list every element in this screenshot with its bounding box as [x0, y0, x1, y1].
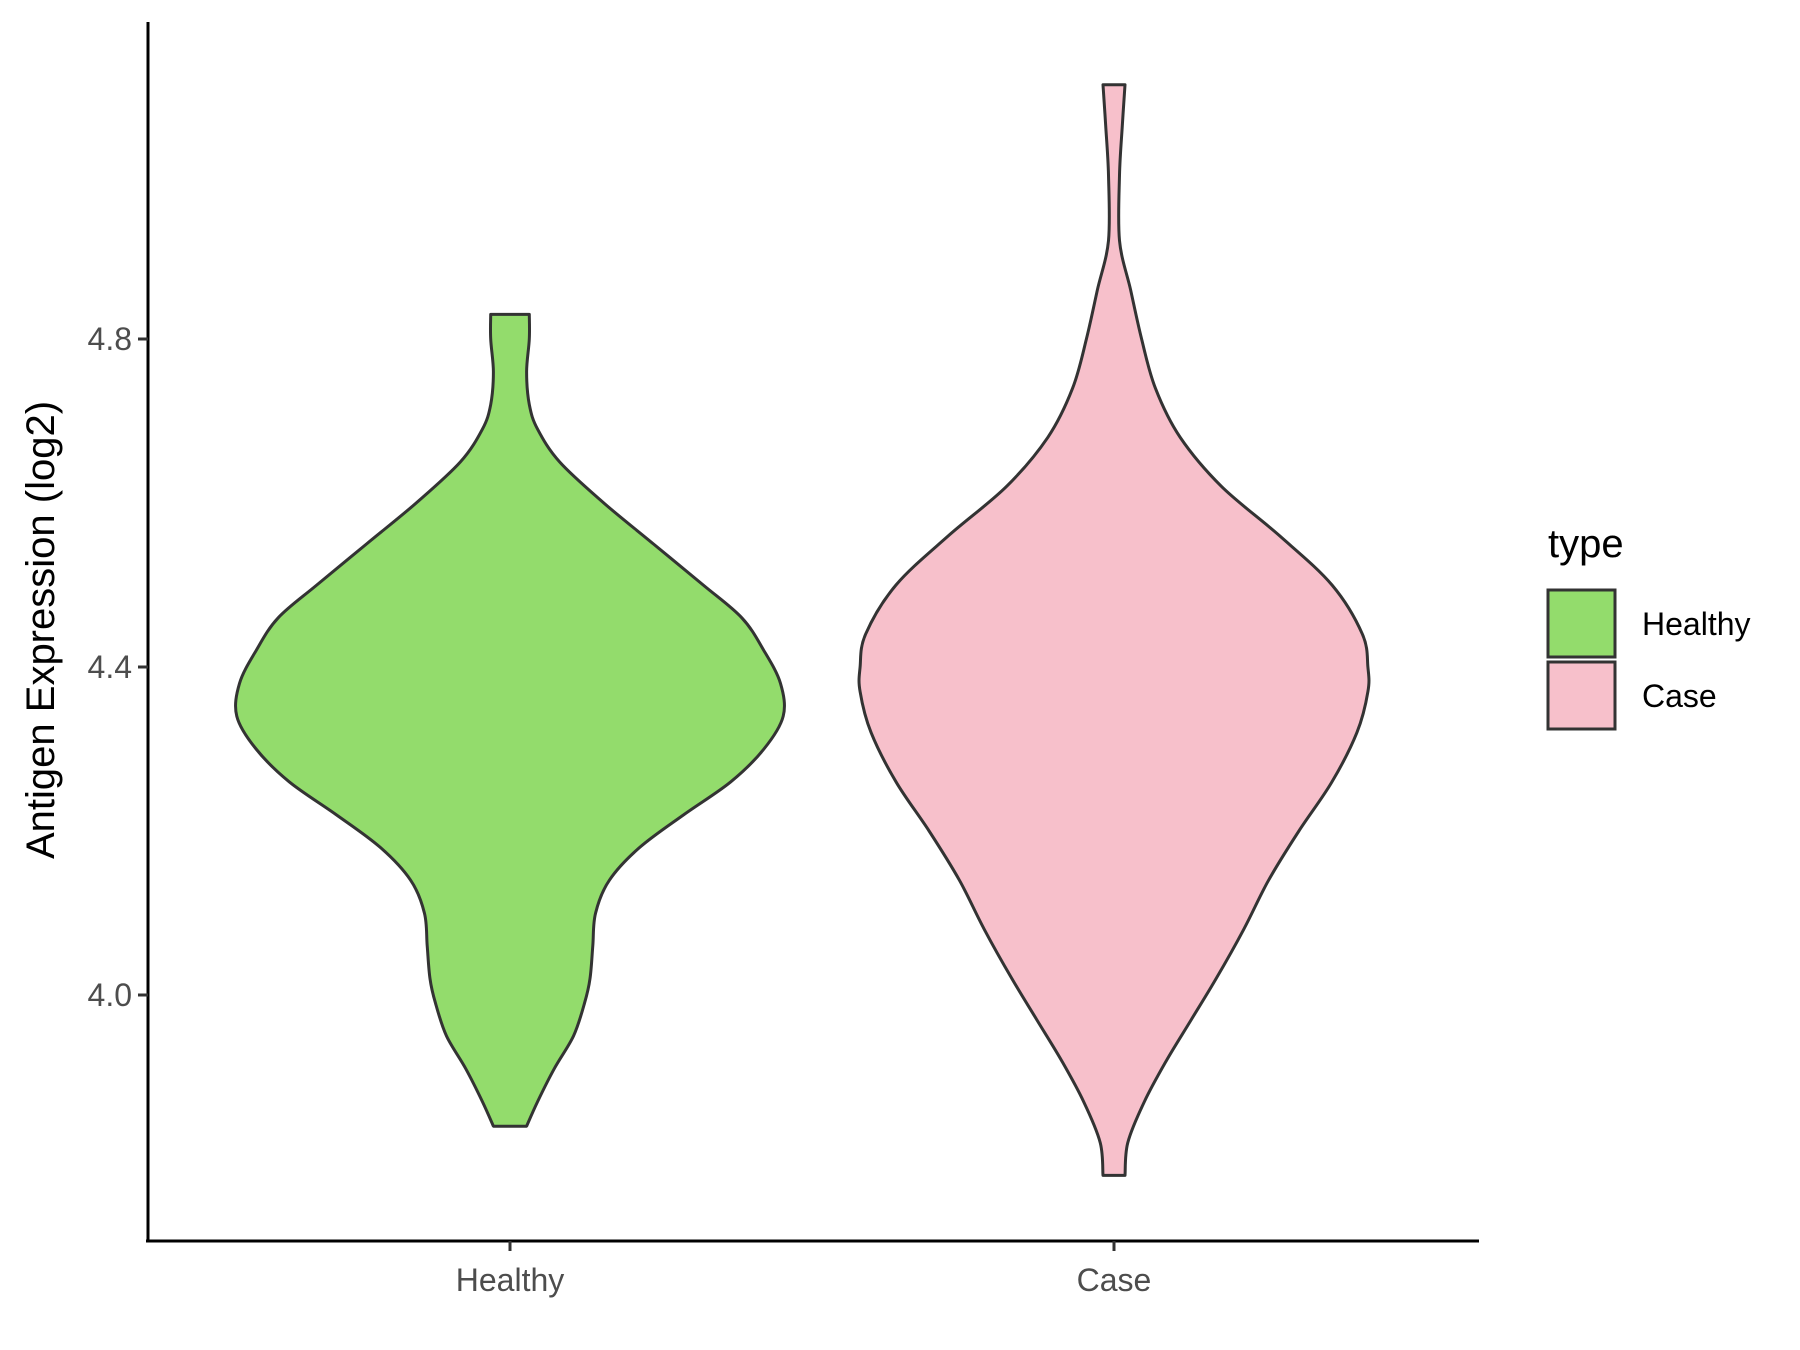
x-axis-ticks: Healthy Case [456, 1241, 1152, 1298]
x-tick-label: Healthy [456, 1262, 565, 1298]
violin-layer [234, 83, 1371, 1177]
violin-case [857, 83, 1371, 1177]
legend-key-healthy [1546, 588, 1617, 659]
violin-healthy [234, 312, 786, 1128]
y-axis-ticks: 4.0 4.4 4.8 [88, 321, 148, 1013]
y-tick-label: 4.0 [88, 977, 132, 1013]
y-tick-label: 4.8 [88, 321, 132, 357]
legend-key-case [1546, 660, 1617, 731]
legend: type Healthy Case [1546, 522, 1751, 731]
legend-label-case: Case [1642, 678, 1717, 714]
legend-title: type [1548, 522, 1624, 566]
x-tick-label: Case [1077, 1262, 1152, 1298]
y-axis-title: Antigen Expression (log2) [19, 401, 63, 859]
y-tick-label: 4.4 [88, 649, 132, 685]
legend-label-healthy: Healthy [1642, 606, 1751, 642]
